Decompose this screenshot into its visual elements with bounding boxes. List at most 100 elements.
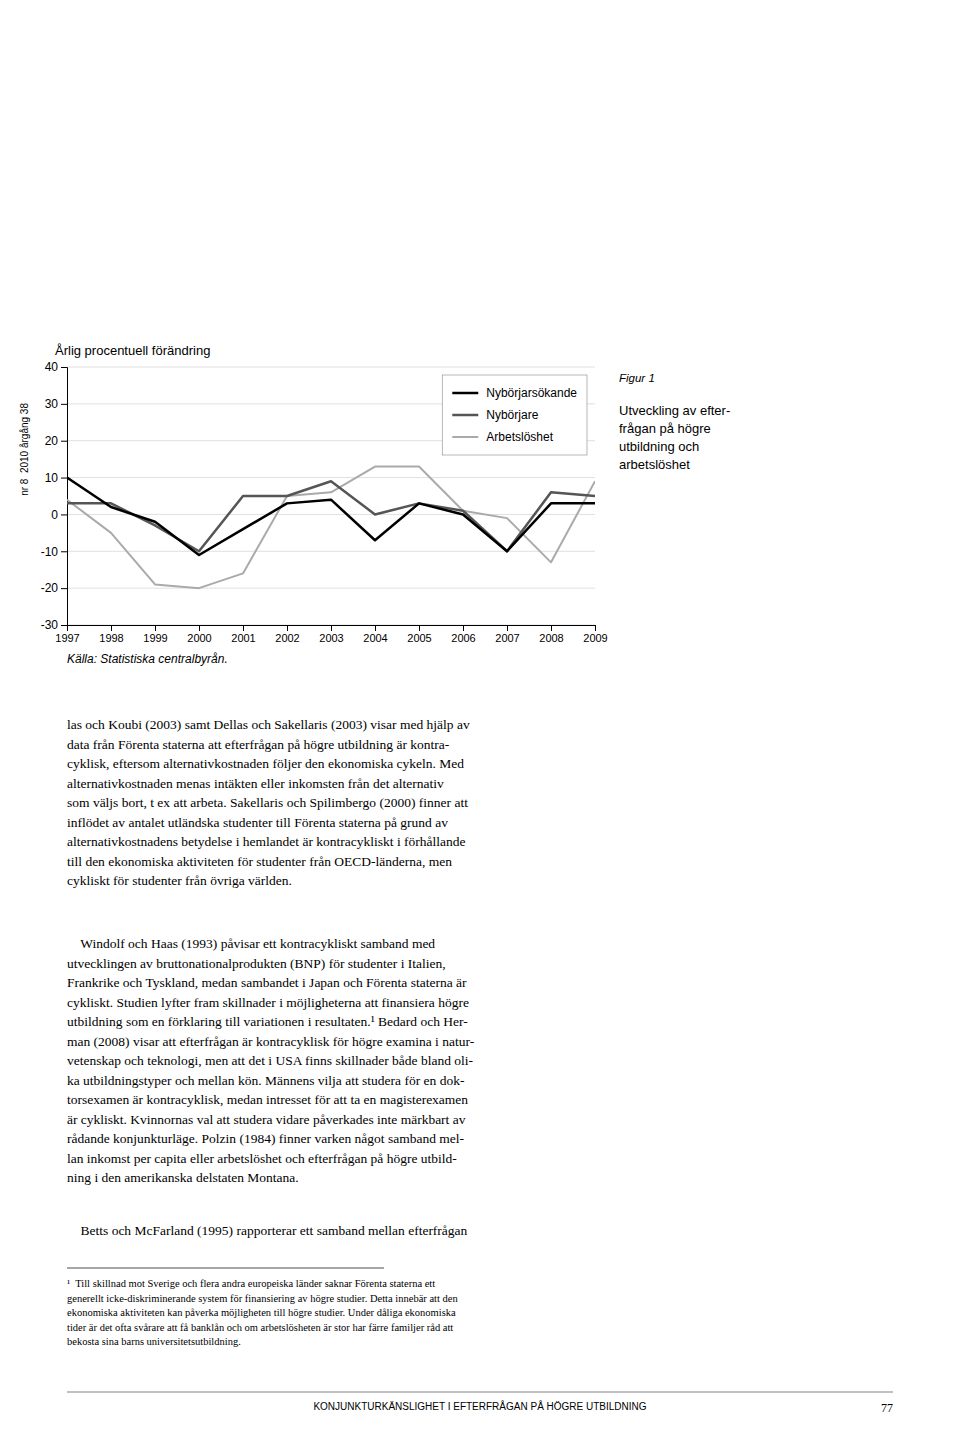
grid-line [67, 551, 595, 552]
y-tick-mark [61, 478, 67, 479]
paragraph: Betts och McFarland (1995) rapporterar e… [67, 1223, 468, 1238]
paragraph-line: rådande konjunkturläge. Polzin (1984) fi… [67, 1131, 465, 1146]
x-tick-mark [287, 625, 288, 631]
legend-swatch [452, 436, 478, 438]
paragraph-line: vetenskap och teknologi, men att det i U… [67, 1053, 474, 1068]
y-tick-mark [61, 625, 67, 626]
chart: -30-20-100102030401997199819992000200120… [41, 343, 608, 644]
x-tick: 1998 [99, 625, 123, 644]
paragraph-line: man (2008) visar att efterfrågan är kont… [67, 1033, 475, 1048]
x-tick-label: 2002 [275, 632, 299, 644]
paragraph: las och Koubi (2003) samt Dellas och Sak… [67, 717, 470, 888]
y-axis-title: Årlig procentuell förändring [55, 343, 210, 358]
y-tick-mark [61, 588, 67, 589]
x-tick-mark [551, 625, 552, 631]
paragraph: Windolf och Haas (1993) påvisar ett kont… [67, 936, 475, 1185]
figure-caption-line: frågan på högre [619, 421, 711, 436]
x-tick-mark [595, 625, 596, 631]
footnote-line: bekosta sina barns universitetsutbildnin… [67, 1337, 241, 1348]
paragraph-line: som väljs bort, t ex att arbeta. Sakella… [67, 795, 468, 810]
x-tick: 2005 [407, 625, 431, 644]
grid [67, 367, 595, 625]
paragraph-line: Frankrike och Tyskland, medan sambandet … [67, 975, 467, 990]
x-tick-label: 2001 [231, 632, 255, 644]
x-tick: 2007 [495, 625, 519, 644]
grid-line [67, 588, 595, 589]
legend-label: Nybörjare [486, 408, 538, 422]
x-tick-mark [419, 625, 420, 631]
x-tick-mark [507, 625, 508, 631]
y-tick: -20 [41, 581, 67, 595]
x-axis: 1997199819992000200120022003200420052006… [55, 625, 607, 644]
x-axis-line [68, 626, 596, 632]
x-tick: 1997 [55, 625, 79, 644]
y-tick-mark [61, 404, 67, 405]
figure-label: Figur 1 [619, 372, 655, 384]
x-tick: 2006 [451, 625, 475, 644]
paragraph-line: torsexamen är kontracyklisk, medan intre… [67, 1092, 468, 1107]
x-tick-mark [331, 625, 332, 631]
x-tick: 1999 [143, 625, 167, 644]
x-tick-mark [199, 625, 200, 631]
y-tick-mark [61, 551, 67, 552]
paragraph-line: cyklisk, eftersom alternativkostnaden fö… [67, 756, 464, 771]
footnote-line: ¹ Till skillnad mot Sverige och flera an… [67, 1278, 435, 1289]
x-tick-mark [375, 625, 376, 631]
side-text: nr 8 2010 årgång 38 [19, 403, 30, 496]
series-line [67, 467, 595, 589]
paragraph-line: Windolf och Haas (1993) påvisar ett kont… [67, 936, 435, 951]
y-tick: 10 [45, 471, 67, 485]
grid-line [67, 367, 595, 368]
x-tick-mark [155, 625, 156, 631]
source: Källa: Statistiska centralbyrån. [67, 652, 228, 666]
y-axis: -30 -20 -10 0 10 20 30 40 [41, 360, 68, 632]
x-tick-label: 1999 [143, 632, 167, 644]
x-tick-mark [67, 625, 68, 631]
legend-item: Arbetslöshet [452, 430, 553, 444]
x-tick-label: 2004 [363, 632, 387, 644]
y-tick-label: 40 [45, 360, 59, 374]
x-tick-label: 1997 [55, 632, 79, 644]
paragraph-line: till den ekonomiska aktiviteten för stud… [67, 853, 452, 868]
footnote-line: generellt icke-diskriminerande system fö… [67, 1293, 458, 1304]
grid-line [67, 477, 595, 478]
footer: KONJUNKTURKÄNSLIGHET I EFTERFRÅGAN PÅ HÖ… [313, 1400, 646, 1412]
y-axis-line [61, 368, 68, 626]
x-tick-label: 2007 [495, 632, 519, 644]
series-line [67, 478, 595, 555]
y-tick: -10 [41, 545, 67, 559]
x-tick: 2001 [231, 625, 255, 644]
legend: NybörjarsökandeNybörjareArbetslöshet [442, 375, 587, 455]
x-tick-label: 2003 [319, 632, 343, 644]
x-tick-label: 2009 [583, 632, 607, 644]
footnote-rule [67, 1268, 384, 1269]
footnote: ¹ Till skillnad mot Sverige och flera an… [67, 1278, 458, 1347]
figure-caption-line: utbildning och [619, 439, 699, 454]
legend-box [442, 375, 587, 455]
page-number: 77 [881, 1401, 893, 1415]
paragraph-line: las och Koubi (2003) samt Dellas och Sak… [67, 717, 470, 732]
y-tick-label: 10 [45, 471, 59, 485]
paragraph-line: ka utbildningstyper och mellan kön. Männ… [67, 1072, 465, 1087]
y-tick: 0 [51, 508, 67, 522]
legend-swatch [452, 414, 478, 417]
y-tick: 20 [45, 434, 67, 448]
y-tick-label: -30 [41, 618, 59, 632]
footer-rule [67, 1392, 893, 1393]
figure-caption: Utveckling av efter-frågan på högreutbil… [619, 403, 730, 472]
x-tick-label: 2005 [407, 632, 431, 644]
paragraph-line: utbildning som en förklaring till variat… [67, 1014, 468, 1029]
x-tick-mark [243, 625, 244, 631]
x-tick-label: 2008 [539, 632, 563, 644]
legend-item: Nybörjare [452, 408, 538, 422]
legend-label: Arbetslöshet [486, 430, 553, 444]
plot-lines [67, 467, 595, 589]
y-tick-label: 20 [45, 434, 59, 448]
x-tick-label: 2006 [451, 632, 475, 644]
x-tick: 2009 [583, 625, 607, 644]
paragraph-line: alternativkostnadens betydelse i hemland… [67, 834, 466, 849]
x-tick-mark [463, 625, 464, 631]
y-tick-label: 30 [45, 397, 59, 411]
y-tick-mark [61, 514, 67, 515]
figure-caption-line: arbetslöshet [619, 457, 690, 472]
